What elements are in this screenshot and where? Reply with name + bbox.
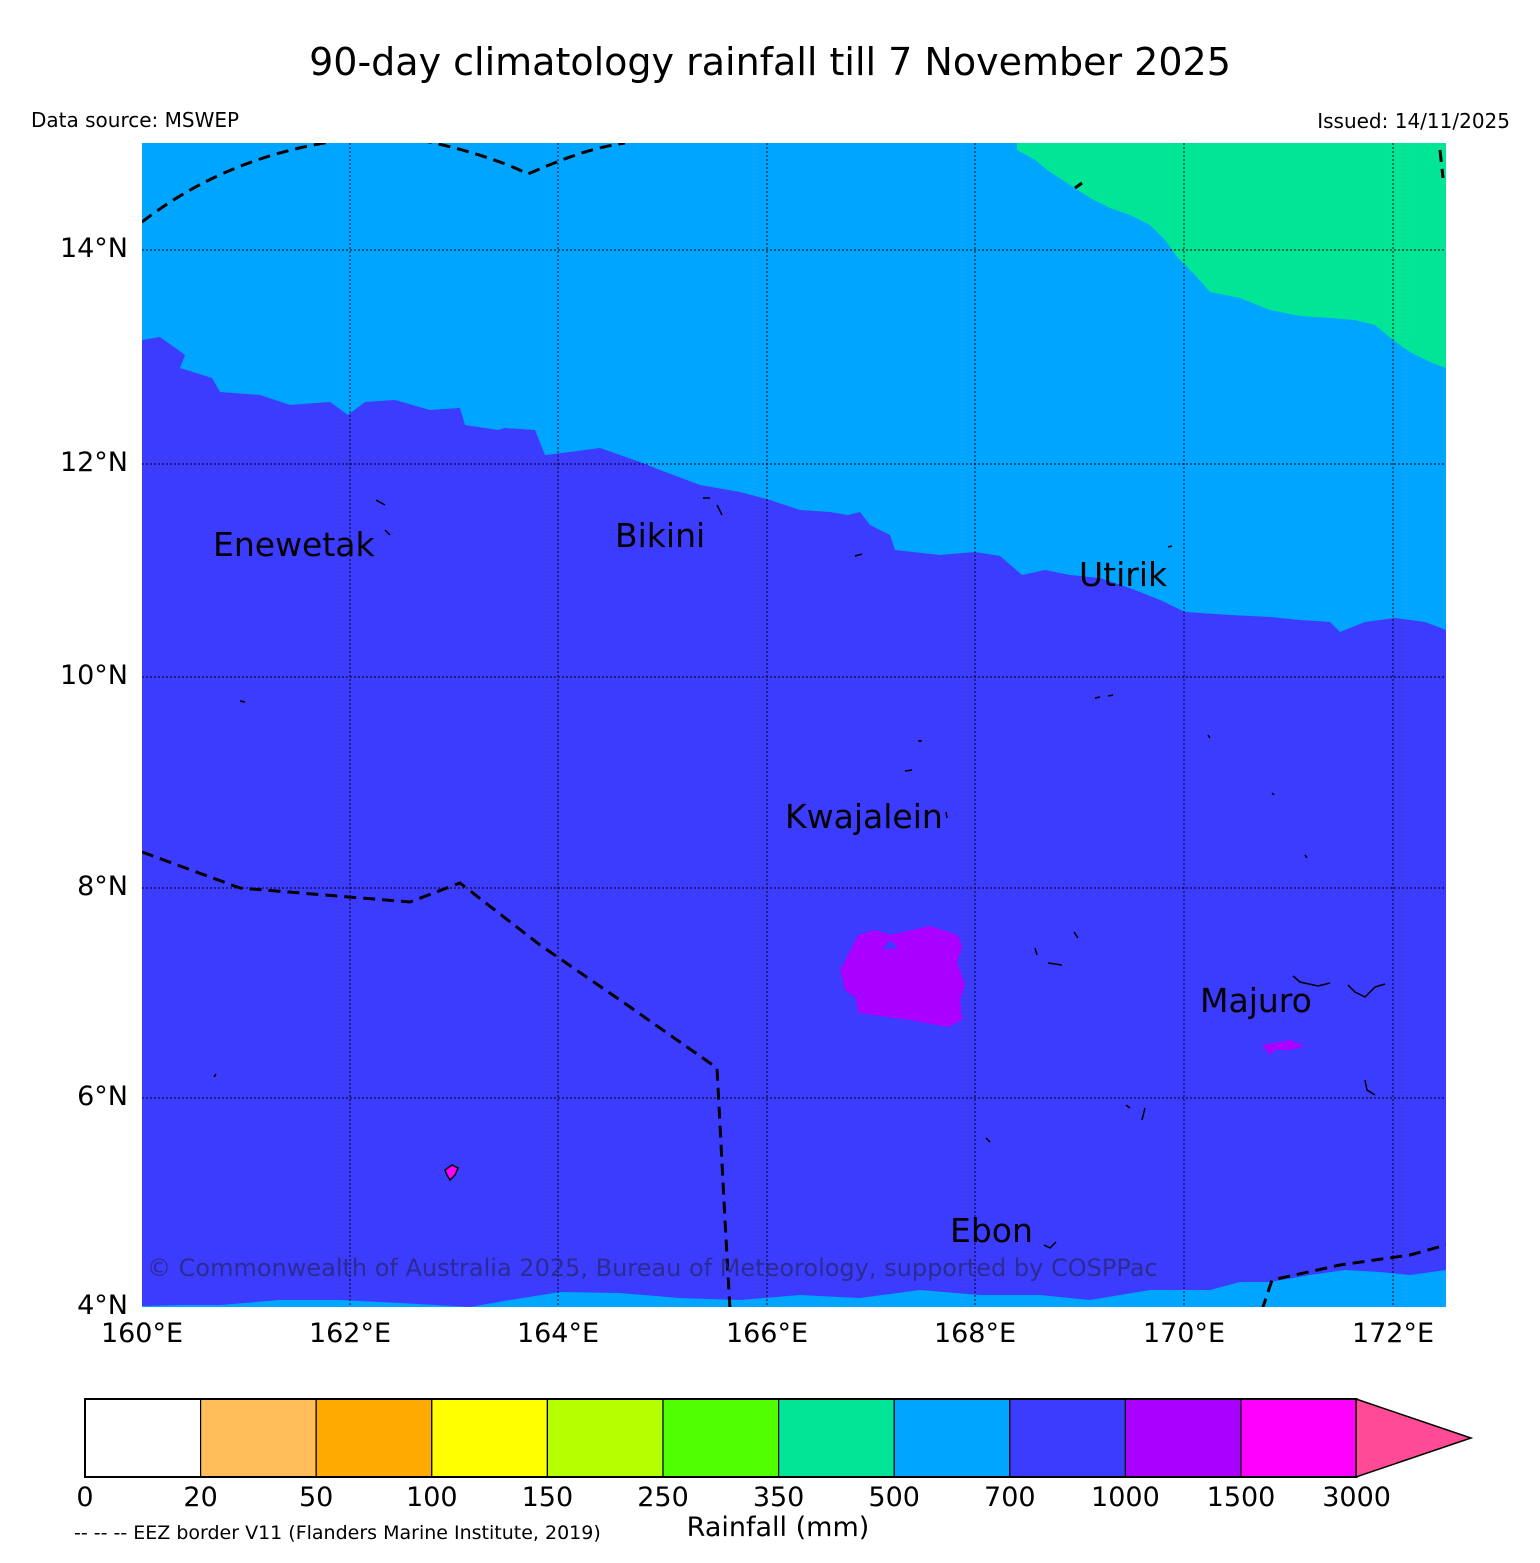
colorbar-tick-label: 3000 — [1322, 1482, 1391, 1513]
issued-date: Issued: 14/11/2025 — [1317, 109, 1510, 133]
colorbar-cell — [431, 1398, 548, 1478]
lat-label-12n: 12°N — [59, 447, 128, 478]
place-kwajalein: Kwajalein — [785, 797, 943, 836]
colorbar-cell — [777, 1398, 895, 1478]
colorbar-extend-arrow — [1355, 1397, 1474, 1479]
lat-label-6n: 6°N — [77, 1081, 128, 1112]
colorbar-tick-label: 350 — [752, 1482, 805, 1513]
colorbar-tick-label: 50 — [299, 1482, 334, 1513]
colorbar-tick-label: 0 — [76, 1482, 94, 1513]
place-majuro: Majuro — [1200, 981, 1312, 1020]
colorbar-cell — [1124, 1398, 1242, 1478]
colorbar-cell — [1240, 1398, 1358, 1478]
band-1000-1500-patch — [840, 926, 965, 1027]
place-utirik: Utirik — [1079, 555, 1168, 594]
colorbar-tick-label: 500 — [868, 1482, 920, 1513]
band-1000-1500-majuro — [1262, 1040, 1305, 1055]
island-outlines — [213, 497, 1386, 1249]
lon-label-166e: 166°E — [725, 1318, 809, 1349]
colorbar-cell — [84, 1398, 202, 1478]
lat-label-14n: 14°N — [59, 233, 128, 264]
colorbar-cell — [1009, 1398, 1126, 1478]
colorbar-cell — [893, 1398, 1011, 1478]
place-ebon: Ebon — [950, 1211, 1033, 1250]
rainfall-map — [142, 143, 1446, 1307]
eez-borders — [142, 143, 1446, 1307]
colorbar-tick-label: 20 — [183, 1482, 218, 1513]
gridlines — [142, 143, 1446, 1307]
lon-label-172e: 172°E — [1351, 1318, 1435, 1349]
place-enewetak: Enewetak — [213, 525, 375, 564]
band-1500-3000-patch — [444, 1164, 459, 1182]
data-source: Data source: MSWEP — [31, 108, 240, 132]
colorbar-tick-label: 100 — [406, 1482, 458, 1513]
lat-label-4n: 4°N — [77, 1290, 128, 1321]
lon-label-164e: 164°E — [516, 1318, 600, 1349]
colorbar-tick-label: 1000 — [1091, 1482, 1160, 1513]
chart-title: 90-day climatology rainfall till 7 Novem… — [309, 40, 1231, 84]
colorbar-cell — [546, 1398, 664, 1478]
lat-label-8n: 8°N — [77, 871, 128, 902]
band-1000-1500-hole — [882, 940, 898, 950]
lon-label-168e: 168°E — [933, 1318, 1017, 1349]
band-700-1000 — [142, 337, 1446, 1307]
band-350-500 — [1017, 143, 1446, 368]
colorbar-cell — [315, 1398, 433, 1478]
eez-border-note: -- -- -- EEZ border V11 (Flanders Marine… — [74, 1522, 601, 1544]
colorbar-label: Rainfall (mm) — [686, 1512, 870, 1543]
lon-label-160e: 160°E — [100, 1318, 184, 1349]
colorbar-frame — [84, 1398, 1358, 1478]
colorbar-cell — [662, 1398, 780, 1478]
lon-label-170e: 170°E — [1142, 1318, 1226, 1349]
colorbar-tick-label: 250 — [637, 1482, 689, 1513]
colorbar-tick-label: 1500 — [1206, 1482, 1276, 1513]
copyright-notice: © Commonwealth of Australia 2025, Bureau… — [147, 1254, 1158, 1282]
colorbar-tick-label: 150 — [521, 1482, 574, 1513]
colorbar-cell — [200, 1398, 317, 1478]
colorbar-tick-label: 700 — [984, 1482, 1036, 1513]
lon-label-162e: 162°E — [308, 1318, 392, 1349]
place-bikini: Bikini — [615, 516, 706, 555]
lat-label-10n: 10°N — [59, 660, 128, 691]
